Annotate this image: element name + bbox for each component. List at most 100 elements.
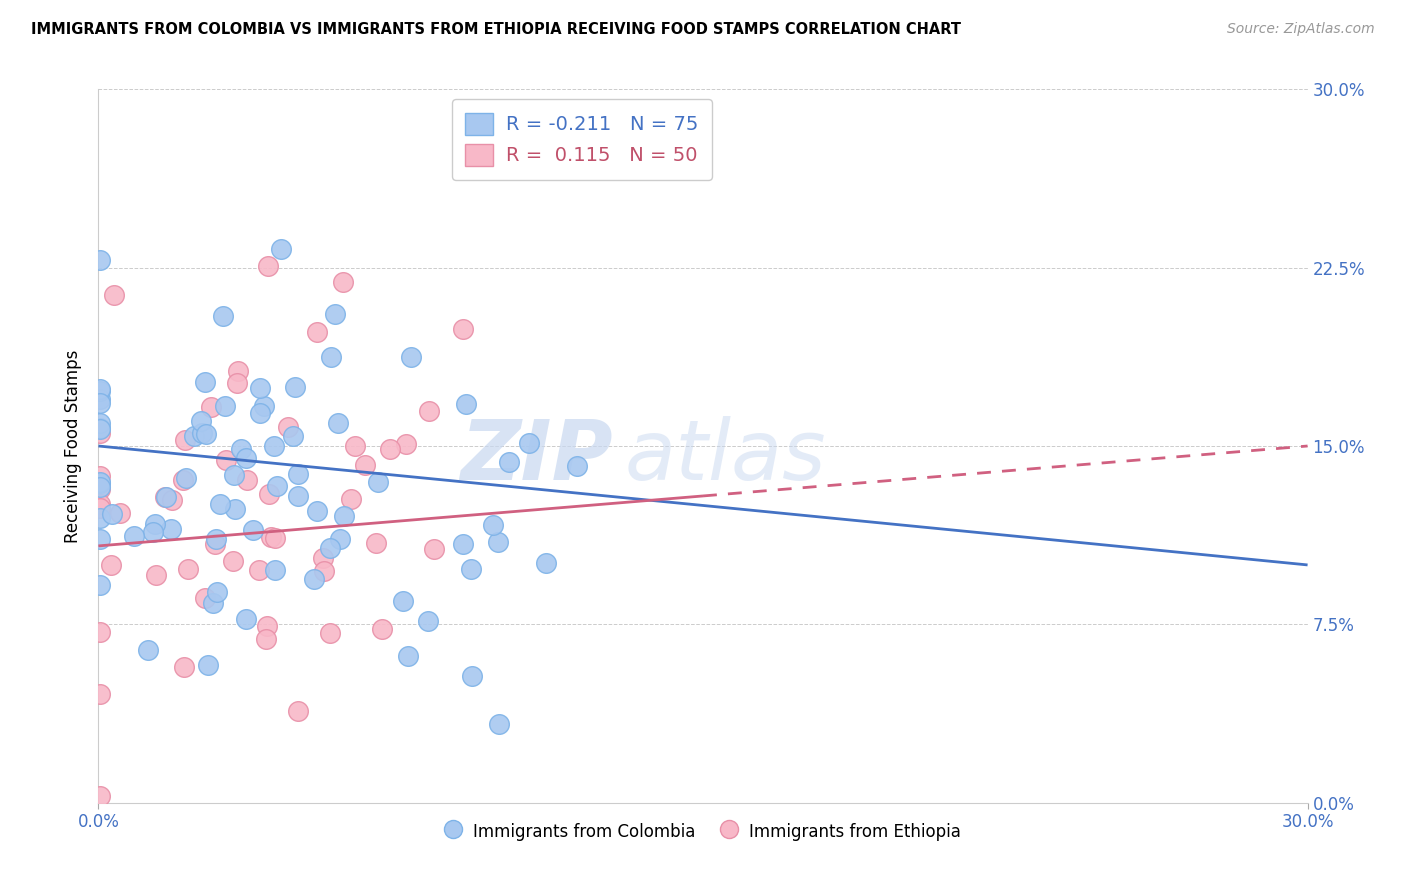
Point [100, 507, 122, 521]
Point [89, 384, 111, 399]
Point [108, 506, 131, 520]
Point [89, 421, 111, 435]
Text: Source: ZipAtlas.com: Source: ZipAtlas.com [1227, 22, 1375, 37]
Point [254, 632, 277, 646]
Point [307, 504, 329, 518]
Point [451, 536, 474, 550]
Point [155, 490, 177, 504]
Point [319, 541, 342, 555]
Point [284, 379, 307, 393]
Point [394, 436, 416, 450]
Point [89, 578, 111, 592]
Point [329, 533, 352, 547]
Point [281, 429, 304, 443]
Y-axis label: Receiving Food Stamps: Receiving Food Stamps [65, 350, 83, 542]
Point [277, 420, 299, 434]
Point [172, 474, 194, 488]
Point [89, 687, 111, 701]
Text: atlas: atlas [624, 417, 827, 497]
Point [190, 414, 212, 428]
Point [183, 429, 205, 443]
Point [155, 490, 177, 504]
Point [214, 399, 236, 413]
Point [204, 537, 226, 551]
Point [302, 572, 325, 586]
Point [249, 406, 271, 420]
Point [319, 351, 342, 365]
Point [264, 563, 287, 577]
Text: IMMIGRANTS FROM COLOMBIA VS IMMIGRANTS FROM ETHIOPIA RECEIVING FOOD STAMPS CORRE: IMMIGRANTS FROM COLOMBIA VS IMMIGRANTS F… [31, 22, 960, 37]
Point [318, 625, 340, 640]
Point [122, 529, 145, 543]
Point [160, 492, 183, 507]
Point [89, 396, 111, 410]
Point [160, 522, 183, 536]
Point [235, 612, 257, 626]
Point [194, 427, 217, 442]
Point [396, 649, 419, 664]
Point [224, 468, 246, 483]
Point [145, 568, 167, 582]
Point [399, 350, 422, 364]
Point [222, 554, 245, 568]
Point [454, 397, 477, 411]
Point [89, 425, 111, 440]
Point [215, 453, 238, 467]
Point [89, 475, 111, 490]
Point [481, 517, 503, 532]
Point [236, 473, 259, 487]
Point [202, 596, 225, 610]
Point [89, 422, 111, 436]
Legend: Immigrants from Colombia, Immigrants from Ethiopia: Immigrants from Colombia, Immigrants fro… [439, 814, 967, 848]
Point [378, 442, 401, 456]
Point [89, 468, 111, 483]
Point [534, 557, 557, 571]
Point [89, 392, 111, 406]
Point [259, 530, 281, 544]
Point [332, 275, 354, 289]
Point [256, 260, 278, 274]
Point [287, 489, 309, 503]
Point [488, 717, 510, 731]
Point [142, 525, 165, 540]
Point [208, 497, 231, 511]
Point [486, 535, 509, 549]
Point [242, 523, 264, 537]
Point [174, 471, 197, 485]
Point [100, 558, 122, 573]
Point [266, 479, 288, 493]
Point [200, 400, 222, 414]
Point [307, 325, 329, 339]
Point [498, 455, 520, 469]
Point [89, 382, 111, 396]
Point [89, 475, 111, 489]
Point [333, 508, 356, 523]
Point [177, 562, 200, 576]
Point [89, 789, 111, 803]
Point [312, 565, 335, 579]
Point [312, 551, 335, 566]
Point [565, 458, 588, 473]
Point [138, 643, 160, 657]
Point [143, 517, 166, 532]
Point [423, 541, 446, 556]
Point [194, 591, 217, 605]
Point [173, 660, 195, 674]
Point [197, 658, 219, 673]
Point [224, 502, 246, 516]
Point [519, 436, 541, 450]
Point [207, 585, 229, 599]
Point [89, 510, 111, 524]
Point [211, 309, 233, 323]
Point [364, 536, 387, 550]
Text: ZIP: ZIP [460, 417, 613, 497]
Point [354, 458, 377, 472]
Point [89, 480, 111, 494]
Point [287, 705, 309, 719]
Point [191, 426, 214, 441]
Point [194, 375, 217, 389]
Point [235, 450, 257, 465]
Point [247, 563, 270, 577]
Point [270, 242, 292, 256]
Point [287, 467, 309, 481]
